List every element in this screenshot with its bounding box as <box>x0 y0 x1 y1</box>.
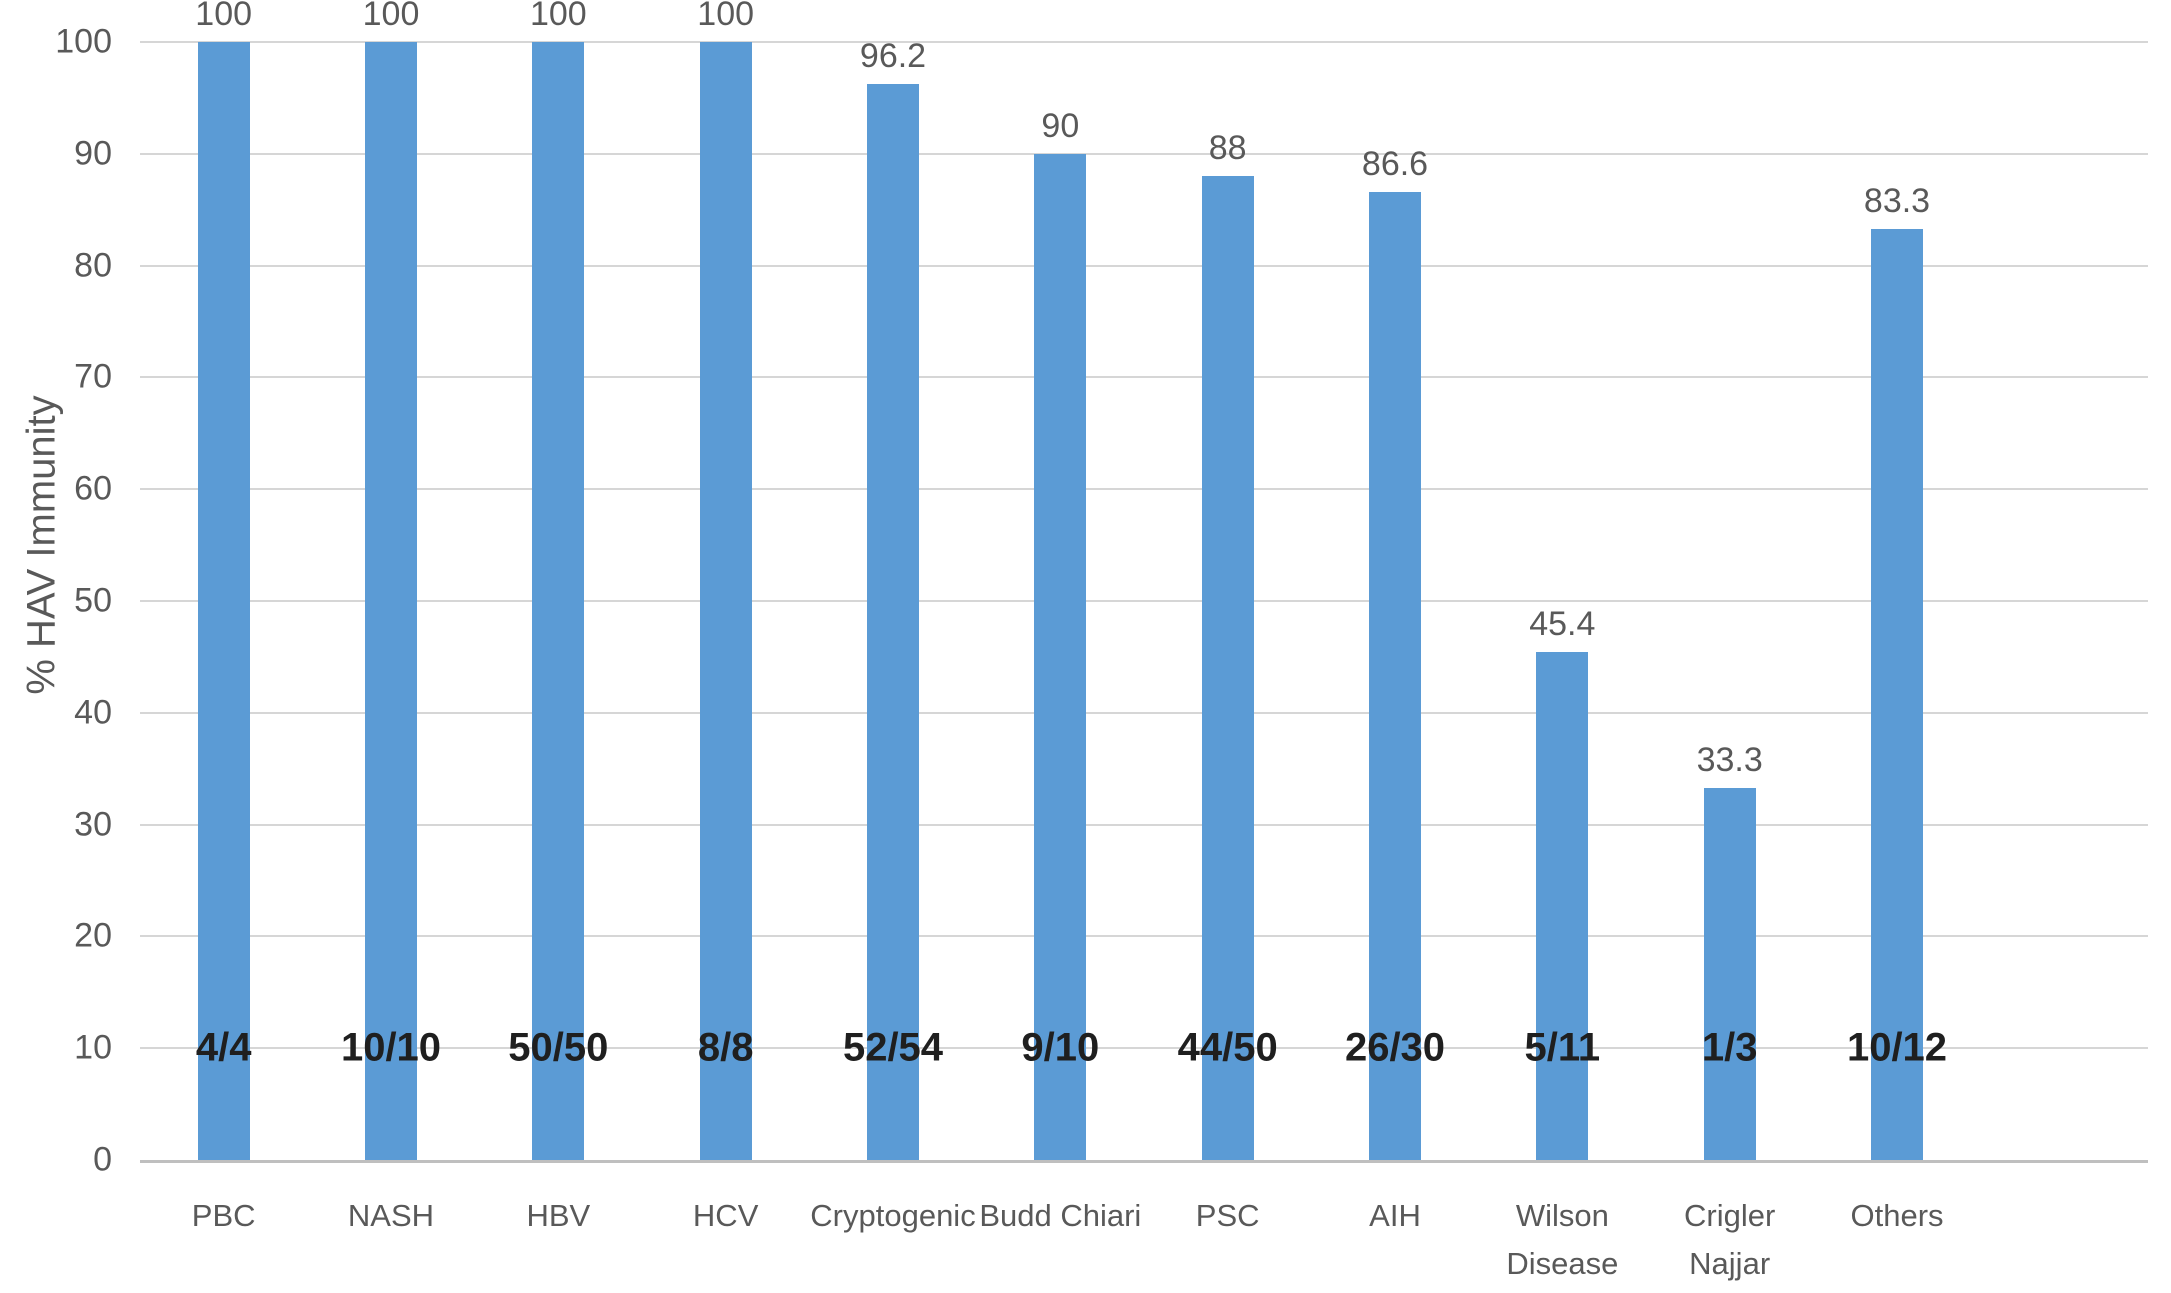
value-label-cryptogenic: 96.2 <box>859 37 927 76</box>
y-tick-label-60: 60 <box>74 469 112 508</box>
y-tick-label-100: 100 <box>55 22 112 61</box>
value-label-hbv: 100 <box>529 0 587 33</box>
bar-annotation-others: 10/12 <box>1846 1025 1948 1070</box>
y-tick-label-90: 90 <box>74 134 112 173</box>
bar-annotation-crigler-najjar: 1/3 <box>1701 1025 1758 1070</box>
bar-annotation-nash: 10/10 <box>340 1025 442 1070</box>
gridline-80 <box>140 264 2148 267</box>
value-label-wilson-disease: 45.4 <box>1529 605 1596 644</box>
bar-annotation-pbc: 4/4 <box>195 1025 252 1070</box>
y-tick-label-20: 20 <box>74 916 112 955</box>
bar-nash <box>365 42 417 1160</box>
gridline-50 <box>140 600 2148 602</box>
bar-others <box>1871 228 1923 1160</box>
gridline-90 <box>140 152 2148 155</box>
category-label-others: Others <box>1850 1198 1944 1233</box>
y-tick-label-10: 10 <box>74 1028 112 1067</box>
category-label-nash: NASH <box>347 1198 435 1233</box>
bar-hcv <box>699 42 752 1160</box>
y-tick-label-40: 40 <box>74 693 112 732</box>
bar-wilson-disease <box>1536 652 1589 1160</box>
gridline-100 <box>140 41 2148 43</box>
x-axis-category-labels: PBC NASH HBV HCV Cryptogenic Budd Chiari PSC AI… <box>140 1192 2148 1292</box>
category-label-pbc: PBC <box>191 1198 256 1233</box>
category-label-budd-chiari: Budd Chiari <box>979 1198 1142 1233</box>
value-label-hcv: 100 <box>697 0 755 33</box>
y-tick-label-80: 80 <box>74 246 112 285</box>
category-label-crigler-najjar: Crigler Najjar <box>1684 1198 1776 1281</box>
bar-annotation-hcv: 8/8 <box>697 1025 754 1070</box>
y-axis-tick-labels: 0 10 20 30 40 50 60 70 80 90 100 <box>0 23 112 1179</box>
bar-annotation-aih: 26/30 <box>1344 1025 1446 1070</box>
bar-annotation-hbv: 50/50 <box>508 1025 609 1070</box>
category-label-psc: PSC <box>1195 1198 1260 1233</box>
value-label-nash: 100 <box>362 0 420 33</box>
value-label-budd-chiari: 90 <box>1041 106 1080 145</box>
gridline-60 <box>140 488 2148 491</box>
category-label-hbv: HBV <box>526 1198 591 1233</box>
bar-annotation-budd-chiari: 9/10 <box>1021 1025 1100 1070</box>
gridline-40 <box>140 711 2148 714</box>
category-label-cryptogenic: Cryptogenic <box>810 1198 976 1233</box>
value-label-psc: 88 <box>1208 129 1247 168</box>
value-label-crigler-najjar: 33.3 <box>1696 740 1763 779</box>
bar-pbc <box>197 42 250 1160</box>
bar-cryptogenic <box>867 84 919 1160</box>
category-label-aih: AIH <box>1369 1198 1421 1233</box>
category-label-hcv: HCV <box>692 1198 759 1233</box>
gridline-70 <box>140 376 2148 379</box>
gridline-10 <box>140 1047 2148 1050</box>
y-tick-label-50: 50 <box>74 581 112 620</box>
bar-hbv <box>532 42 585 1160</box>
bar-psc <box>1201 176 1254 1160</box>
bar-budd-chiari <box>1034 153 1087 1160</box>
value-label-others: 83.3 <box>1863 181 1931 220</box>
y-tick-label-30: 30 <box>74 805 112 844</box>
bar-crigler-najjar <box>1703 787 1756 1160</box>
bar-aih <box>1369 191 1421 1160</box>
gridline-20 <box>140 935 2148 938</box>
y-tick-label-70: 70 <box>74 357 112 396</box>
bar-annotation-cryptogenic: 52/54 <box>842 1025 944 1070</box>
gridline-30 <box>140 823 2148 826</box>
plot-area: 100 4/4 100 10/10 100 50/50 100 8/8 96.2 52/54 90 9… <box>140 0 2148 1163</box>
bar-annotation-psc: 44/50 <box>1177 1025 1278 1070</box>
y-tick-label-0: 0 <box>93 1140 112 1179</box>
value-label-pbc: 100 <box>195 0 253 33</box>
category-label-wilson-disease: Wilson Disease <box>1506 1198 1619 1281</box>
value-label-aih: 86.6 <box>1361 144 1429 183</box>
bar-annotation-wilson-disease: 5/11 <box>1524 1025 1601 1070</box>
